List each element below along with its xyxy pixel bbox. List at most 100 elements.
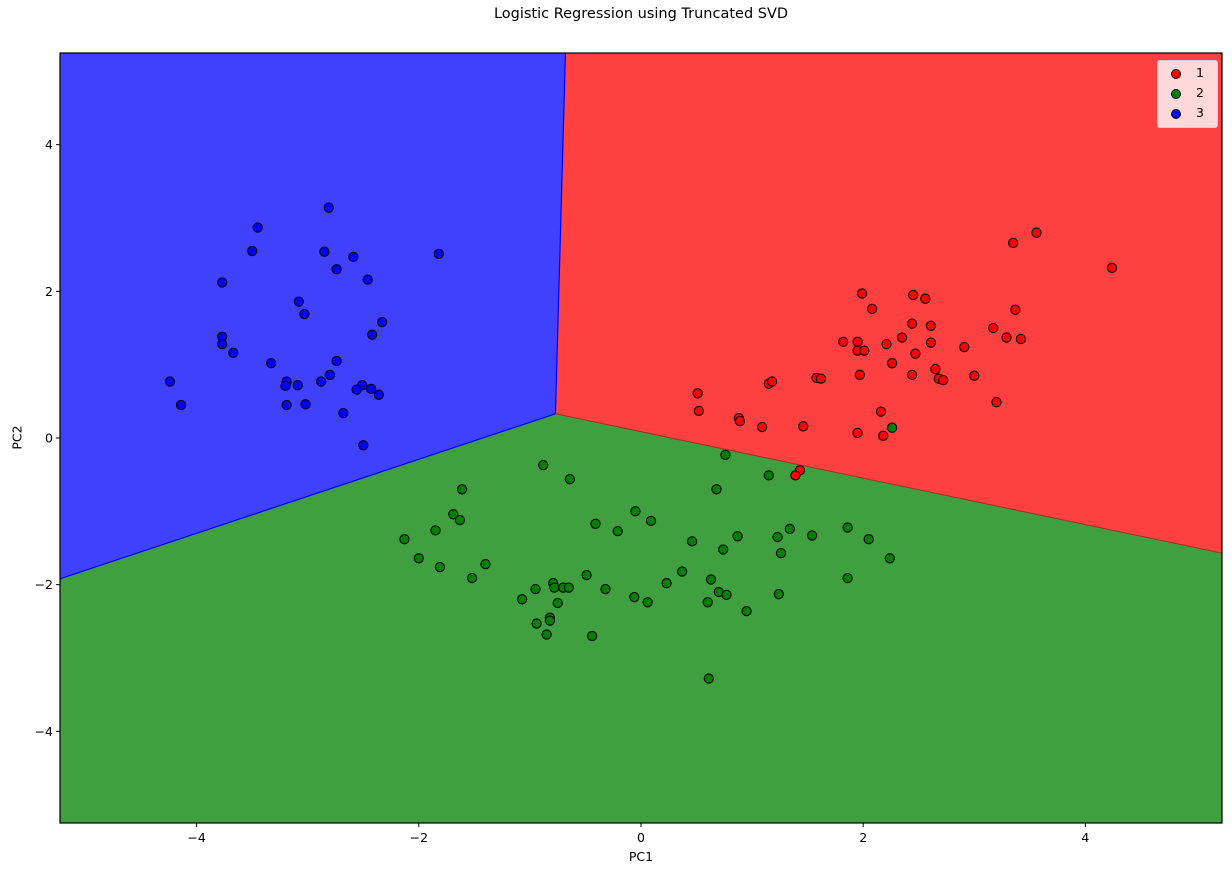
- legend-label: 2: [1196, 85, 1204, 100]
- data-point-class-3: [252, 222, 263, 233]
- data-point-class-2: [563, 582, 574, 593]
- data-point-class-3: [324, 369, 336, 381]
- data-point-class-2: [399, 534, 410, 545]
- x-axis-label: PC1: [628, 849, 654, 864]
- data-point-class-3: [348, 251, 359, 263]
- x-tick-label: −2: [410, 830, 428, 845]
- data-point-class-1: [908, 289, 919, 301]
- data-point-class-2: [430, 525, 441, 536]
- data-point-class-2: [702, 597, 713, 608]
- data-point-class-2: [549, 582, 560, 593]
- data-point-class-2: [863, 534, 874, 545]
- data-point-class-2: [686, 536, 698, 547]
- y-tick-label: −4: [35, 724, 53, 739]
- data-point-class-3: [228, 347, 239, 359]
- data-point-class-2: [629, 591, 640, 603]
- y-axis-label: PC2: [9, 425, 25, 450]
- data-point-class-3: [164, 376, 176, 387]
- data-point-class-2: [564, 473, 576, 485]
- data-point-class-2: [538, 459, 549, 471]
- x-tick-label: −4: [187, 830, 205, 845]
- data-point-class-2: [586, 630, 598, 642]
- data-point-class-1: [1106, 262, 1118, 274]
- data-point-class-2: [806, 530, 818, 541]
- data-point-class-3: [367, 329, 378, 340]
- data-point-class-2: [581, 569, 592, 581]
- data-point-class-1: [734, 415, 746, 427]
- data-point-class-1: [969, 370, 980, 381]
- data-point-class-1: [1001, 332, 1012, 343]
- chart-title: Logistic Regression using Truncated SVD: [493, 6, 789, 22]
- data-point-class-3: [373, 389, 384, 400]
- data-point-class-2: [676, 566, 688, 577]
- data-point-class-1: [988, 322, 999, 334]
- data-point-class-3: [319, 246, 330, 257]
- data-point-class-1: [815, 373, 827, 384]
- data-point-class-2: [413, 553, 424, 564]
- y-axis-ticks: −4 −2 0 2 4: [35, 137, 60, 739]
- region-class-1: [555, 53, 1222, 554]
- data-point-class-1: [896, 332, 908, 343]
- data-point-class-2: [772, 531, 783, 543]
- data-point-class-2: [552, 597, 563, 609]
- data-point-class-2: [531, 618, 542, 629]
- y-tick-label: 4: [45, 137, 53, 152]
- legend-item-2: 2: [1158, 83, 1217, 103]
- data-point-class-1: [920, 293, 931, 304]
- data-point-class-1: [1008, 237, 1019, 249]
- data-point-class-3: [358, 440, 369, 451]
- data-point-class-1: [906, 318, 918, 329]
- data-point-class-1: [910, 348, 921, 359]
- data-point-class-3: [299, 308, 310, 320]
- data-point-class-2: [773, 589, 784, 600]
- data-point-class-1: [925, 320, 937, 331]
- region-class-2: [60, 413, 1222, 823]
- data-point-class-2: [645, 515, 657, 527]
- scatter-points: [164, 202, 1118, 684]
- data-point-class-1: [859, 345, 870, 356]
- data-point-class-1: [798, 421, 809, 432]
- data-point-class-2: [886, 422, 898, 433]
- data-point-class-3: [280, 380, 291, 392]
- data-point-class-3: [365, 383, 377, 395]
- data-point-class-3: [292, 380, 303, 391]
- data-point-class-2: [466, 572, 478, 584]
- legend-marker-icon: [1171, 109, 1181, 119]
- y-tick-label: 2: [45, 284, 53, 299]
- data-point-class-2: [456, 484, 468, 495]
- legend: 1 2 3: [1157, 60, 1218, 128]
- data-point-class-2: [711, 484, 722, 495]
- y-tick-label: −2: [35, 577, 53, 592]
- data-point-class-2: [454, 514, 466, 526]
- data-point-class-2: [842, 522, 853, 533]
- data-point-class-3: [281, 399, 292, 411]
- x-tick-label: 2: [859, 830, 867, 845]
- data-point-class-2: [775, 547, 787, 559]
- data-point-class-2: [590, 518, 601, 529]
- legend-item-1: 1: [1158, 63, 1217, 83]
- data-point-class-1: [693, 405, 704, 417]
- data-point-class-3: [300, 399, 311, 410]
- x-axis-ticks: −4 −2 0 2 4: [187, 823, 1089, 845]
- data-point-class-1: [991, 396, 1002, 408]
- data-point-class-2: [661, 578, 672, 589]
- data-point-class-2: [705, 574, 717, 585]
- data-point-class-2: [630, 506, 641, 517]
- data-point-class-1: [930, 363, 941, 375]
- data-point-class-2: [732, 531, 743, 542]
- region-class-3: [60, 53, 566, 579]
- legend-marker-icon: [1171, 89, 1181, 99]
- data-point-class-1: [886, 358, 898, 369]
- data-point-class-2: [741, 605, 752, 617]
- data-point-class-1: [938, 374, 949, 386]
- data-point-class-2: [612, 525, 623, 537]
- legend-marker-icon: [1171, 69, 1181, 79]
- data-point-class-1: [866, 303, 878, 315]
- data-point-class-3: [351, 384, 362, 395]
- data-point-class-1: [878, 430, 889, 441]
- y-tick-label: 0: [45, 431, 53, 446]
- data-point-class-1: [925, 337, 937, 348]
- data-point-class-3: [331, 264, 342, 275]
- data-point-class-2: [842, 572, 853, 584]
